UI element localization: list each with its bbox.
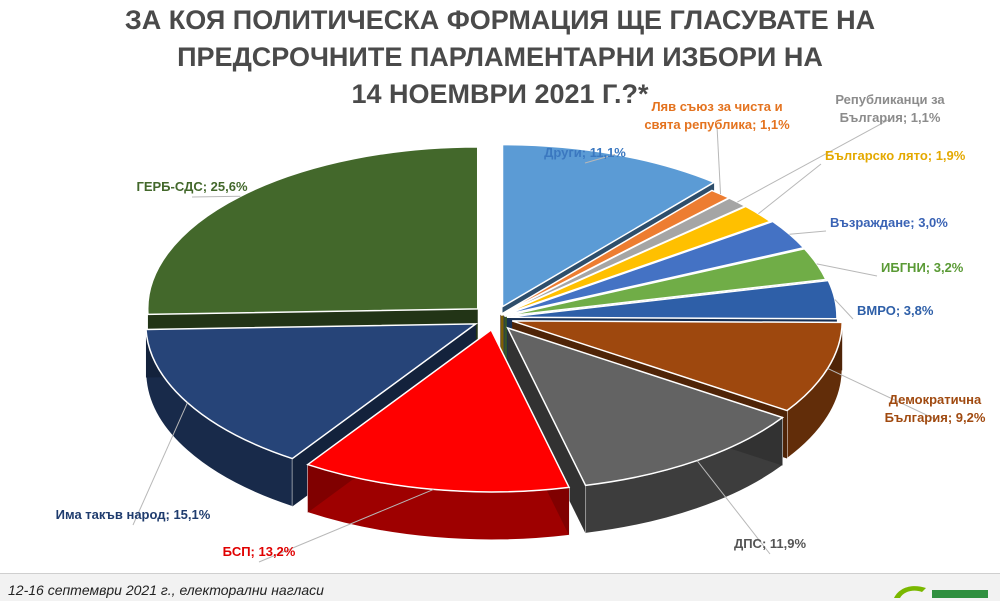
pie-slice-top bbox=[148, 147, 478, 315]
slice-label: ГЕРБ-СДС; 25,6% bbox=[136, 179, 247, 194]
slice-label-line: Демократична bbox=[889, 392, 982, 407]
slice-label-line: Българско лято; 1,9% bbox=[825, 148, 966, 163]
pie-chart: Други; 11,1% Ляв съюз за чиста и свята реп… bbox=[0, 0, 1000, 575]
slice-label-line: свята република; 1,1% bbox=[644, 117, 790, 132]
slice-label: БСП; 13,2% bbox=[223, 544, 296, 559]
slice-label-line: ВМРО; 3,8% bbox=[857, 303, 934, 318]
leader-line bbox=[192, 196, 240, 197]
footer-note: 12-16 септември 2021 г., електорални наг… bbox=[8, 582, 324, 598]
leader-line bbox=[817, 264, 877, 276]
slice-label: Възраждане; 3,0% bbox=[830, 215, 948, 230]
slice-label-line: Възраждане; 3,0% bbox=[830, 215, 948, 230]
slice-label: Други; 11,1% bbox=[544, 145, 626, 160]
slice-label-line: ИБГНИ; 3,2% bbox=[881, 260, 964, 275]
slice-label: ИБГНИ; 3,2% bbox=[881, 260, 964, 275]
slice-label: ВМРО; 3,8% bbox=[857, 303, 934, 318]
slice-label: Българско лято; 1,9% bbox=[825, 148, 966, 163]
slice-label-line: Други; 11,1% bbox=[544, 145, 626, 160]
slice-label-line: Ляв съюз за чиста и bbox=[651, 99, 782, 114]
slice-label-line: ДПС; 11,9% bbox=[734, 536, 807, 551]
slice-label-line: Има такъв народ; 15,1% bbox=[56, 507, 211, 522]
slice-label: Демократична България; 9,2% bbox=[885, 392, 986, 425]
slice-label: Ляв съюз за чиста и свята република; 1,1% bbox=[644, 99, 790, 132]
slice-label: Републиканци за България; 1,1% bbox=[835, 92, 945, 125]
slice-label-line: България; 1,1% bbox=[840, 110, 941, 125]
slice-label-line: БСП; 13,2% bbox=[223, 544, 296, 559]
brand-logo bbox=[892, 584, 992, 600]
slice-label-line: Републиканци за bbox=[835, 92, 945, 107]
leader-line bbox=[758, 164, 821, 214]
slice-label-line: ГЕРБ-СДС; 25,6% bbox=[136, 179, 247, 194]
slice-label: Има такъв народ; 15,1% bbox=[56, 507, 211, 522]
leader-line bbox=[717, 126, 721, 194]
slice-label-line: България; 9,2% bbox=[885, 410, 986, 425]
leader-line bbox=[789, 231, 826, 234]
slice-label: ДПС; 11,9% bbox=[734, 536, 807, 551]
